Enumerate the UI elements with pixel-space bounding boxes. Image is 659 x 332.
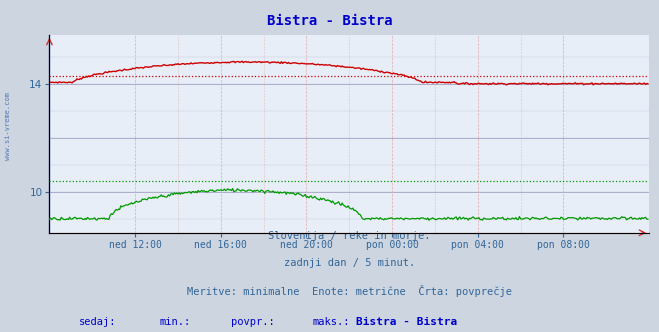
- Text: Meritve: minimalne  Enote: metrične  Črta: povprečje: Meritve: minimalne Enote: metrične Črta:…: [186, 285, 512, 296]
- Text: maks.:: maks.:: [312, 317, 350, 327]
- Text: min.:: min.:: [159, 317, 191, 327]
- Text: sedaj:: sedaj:: [78, 317, 116, 327]
- Text: Bistra - Bistra: Bistra - Bistra: [267, 14, 392, 28]
- Text: www.si-vreme.com: www.si-vreme.com: [5, 92, 11, 160]
- Text: Slovenija / reke in morje.: Slovenija / reke in morje.: [268, 231, 430, 241]
- Text: povpr.:: povpr.:: [231, 317, 275, 327]
- Text: zadnji dan / 5 minut.: zadnji dan / 5 minut.: [283, 258, 415, 268]
- Text: Bistra - Bistra: Bistra - Bistra: [356, 317, 457, 327]
